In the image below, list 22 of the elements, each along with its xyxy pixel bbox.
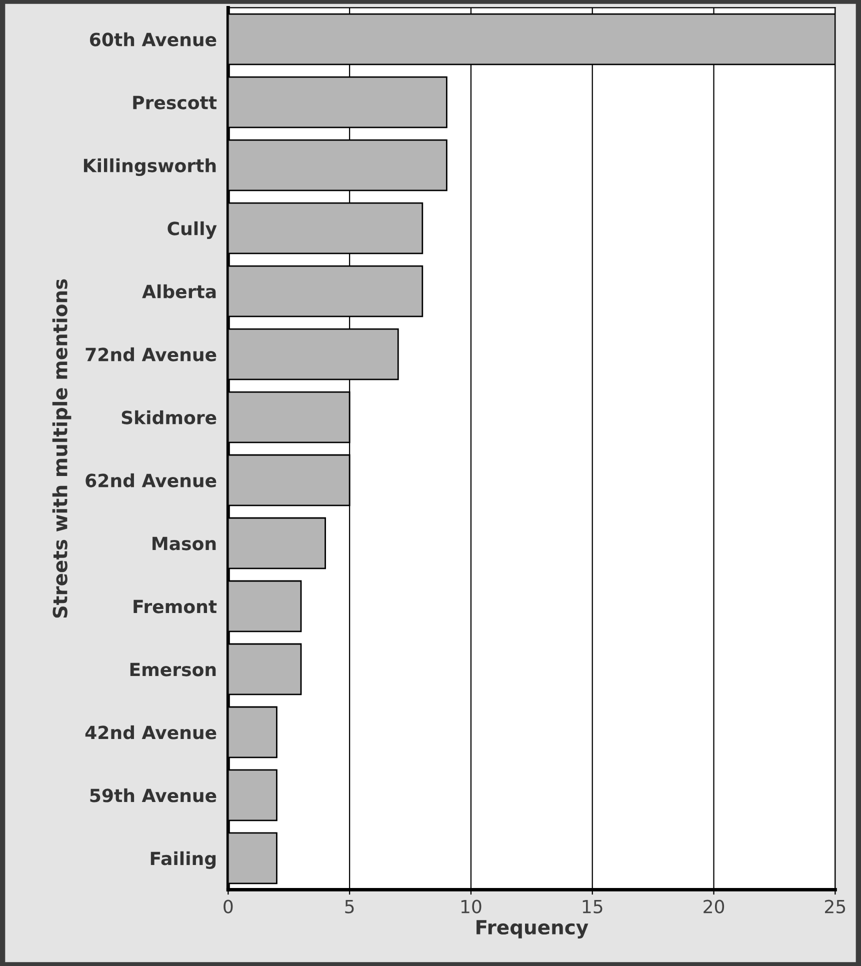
y-tick-label: Alberta [142,284,216,298]
x-tick-label: 0 [224,900,233,914]
y-tick-label: Cully [168,221,217,239]
y-tick-label: Fremont [134,600,217,614]
x-tick-label: 5 [345,900,354,914]
y-tick-label: 42nd Avenue [85,725,216,740]
y-tick-label: 62nd Avenue [86,473,216,488]
y-tick-label: Killingsworth [84,158,216,176]
y-tick-label: Emerson [130,662,216,676]
x-tick-label: 25 [825,900,846,914]
y-tick-label: Failing [150,851,216,869]
y-tick-label: Prescott [133,96,217,110]
y-tick-label: Skidmore [122,410,216,424]
y-axis-title: Streets with multiple mentions [52,279,72,618]
y-tick-label: 59th Avenue [90,788,216,802]
x-tick-label: 10 [461,900,482,914]
y-tick-label: 60th Avenue [90,32,216,46]
x-tick-label: 15 [582,900,602,914]
y-tick-label: 72nd Avenue [86,347,216,362]
y-tick-label: Mason [152,536,216,550]
x-tick-label: 20 [704,900,724,914]
x-axis-title: Frequency [476,920,588,938]
